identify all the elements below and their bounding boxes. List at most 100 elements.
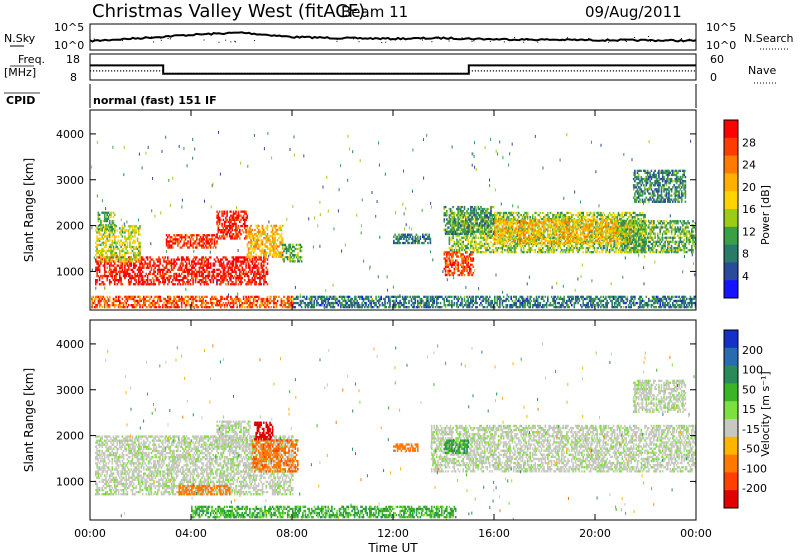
echo-cell — [240, 264, 242, 267]
echo-cell — [178, 258, 180, 261]
echo-cell — [220, 260, 222, 263]
echo-cell — [531, 225, 534, 228]
echo-cell — [227, 266, 230, 269]
echo-cell — [259, 283, 261, 286]
echo-cell — [209, 279, 212, 282]
echo-cell — [518, 225, 520, 228]
echo-cell — [617, 228, 620, 231]
echo-cell — [516, 218, 519, 221]
echo-cell — [246, 260, 249, 263]
echo-cell — [215, 246, 217, 249]
echo-cell — [607, 236, 610, 239]
echo-cell — [502, 242, 505, 246]
echo-cell — [103, 211, 106, 214]
echo-cell — [597, 213, 600, 217]
echo-cell — [593, 232, 596, 235]
echo-cell — [252, 255, 255, 258]
echo-cell — [485, 249, 487, 252]
echo-cell — [114, 228, 116, 231]
echo-cell — [263, 264, 265, 267]
echo-cell — [106, 237, 108, 240]
echo-cell — [237, 218, 240, 221]
echo-cell — [629, 249, 631, 252]
echo-cell — [165, 234, 168, 237]
echo-cell — [297, 247, 299, 251]
echo-cell — [183, 242, 185, 245]
echo-cell — [568, 216, 571, 219]
echo-cell — [251, 279, 254, 282]
echo-cell — [515, 246, 518, 250]
echo-cell — [107, 233, 110, 236]
echo-cell — [552, 218, 554, 221]
nsearch-dot — [230, 41, 232, 43]
echo-cell — [146, 281, 149, 284]
echo-cell — [105, 217, 107, 221]
echo-cell — [500, 235, 502, 238]
echo-cell — [124, 229, 126, 232]
echo-cell — [598, 241, 601, 245]
echo-cell — [547, 241, 549, 245]
echo-cell — [584, 223, 587, 226]
echo-cell — [466, 228, 468, 231]
echo-cell — [533, 237, 535, 240]
echo-cell — [466, 238, 468, 241]
echo-cell — [97, 260, 100, 263]
echo-cell — [201, 260, 203, 263]
echo-cell — [472, 234, 475, 237]
nsky-tick-bottom: 10^0 — [54, 39, 84, 52]
echo-cell — [613, 216, 616, 219]
echo-cell — [549, 229, 552, 232]
echo-cell — [240, 281, 242, 284]
nave-dot — [630, 70, 632, 72]
echo-cell — [634, 211, 636, 215]
nave-dot — [175, 72, 177, 74]
echo-cell — [184, 260, 187, 263]
echo-cell — [114, 241, 116, 244]
echo-cell — [250, 241, 252, 244]
echo-cell — [490, 251, 492, 254]
nave-dot — [268, 72, 270, 74]
echo-cell — [577, 227, 579, 230]
echo-cell — [102, 283, 105, 286]
echo-cell — [448, 246, 451, 250]
echo-cell — [177, 242, 179, 245]
echo-cell — [116, 247, 119, 251]
nave-dot — [190, 72, 192, 74]
echo-cell — [194, 256, 197, 259]
echo-cell — [471, 244, 473, 248]
echo-cell — [524, 221, 526, 224]
echo-cell — [294, 254, 297, 257]
echo-cell — [268, 237, 270, 240]
echo-cell — [265, 226, 268, 229]
echo-cell — [560, 229, 563, 232]
nsearch-dot — [537, 41, 539, 43]
echo-cell — [478, 242, 481, 246]
echo-cell — [567, 228, 569, 231]
echo-cell — [221, 281, 223, 284]
echo-cell — [144, 281, 146, 284]
echo-cell — [586, 233, 588, 236]
echo-cell — [158, 258, 160, 261]
echo-cell — [506, 221, 509, 224]
echo-cell — [297, 254, 299, 257]
echo-cell — [462, 213, 464, 217]
echo-cell — [221, 279, 223, 282]
echo-cell — [98, 249, 101, 253]
echo-cell — [135, 256, 138, 259]
echo-cell — [108, 256, 111, 259]
echo-cell — [516, 229, 519, 232]
echo-cell — [145, 262, 148, 265]
echo-cell — [98, 266, 101, 269]
echo-cell — [579, 231, 582, 234]
echo-cell — [254, 258, 256, 261]
echo-cell — [163, 281, 165, 284]
echo-cell — [244, 256, 246, 259]
echo-cell — [179, 234, 182, 237]
echo-cell — [259, 249, 261, 252]
echo-cell — [261, 232, 264, 236]
echo-cell — [605, 251, 607, 254]
echo-cell — [521, 238, 524, 241]
echo-cell — [263, 283, 265, 286]
echo-cell — [280, 251, 283, 254]
echo-cell — [100, 243, 102, 246]
